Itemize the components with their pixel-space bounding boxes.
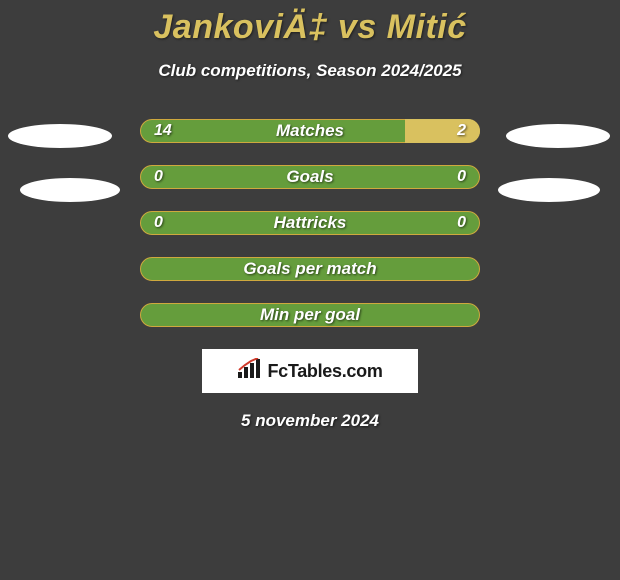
source-badge-text: FcTables.com [267, 361, 382, 382]
player-photo-placeholder [8, 124, 112, 148]
stat-label: Matches [140, 119, 480, 143]
stat-row: 142Matches [140, 119, 480, 143]
player-photo-placeholder [498, 178, 600, 202]
stats-container: 142Matches 00Goals 00Hattricks Goals per ma… [0, 119, 620, 327]
stat-row: 00Hattricks [140, 211, 480, 235]
stat-row: Goals per match [140, 257, 480, 281]
source-badge: FcTables.com [202, 349, 418, 393]
stat-label: Hattricks [140, 211, 480, 235]
comparison-subtitle: Club competitions, Season 2024/2025 [0, 61, 620, 81]
stat-row: 00Goals [140, 165, 480, 189]
stat-label: Min per goal [140, 303, 480, 327]
stat-label: Goals per match [140, 257, 480, 281]
player-photo-placeholder [20, 178, 120, 202]
stat-label: Goals [140, 165, 480, 189]
snapshot-date: 5 november 2024 [0, 411, 620, 431]
chart-icon [237, 358, 261, 385]
comparison-title: JankoviÄ‡ vs Mitić [0, 0, 620, 47]
stat-row: Min per goal [140, 303, 480, 327]
player-photo-placeholder [506, 124, 610, 148]
